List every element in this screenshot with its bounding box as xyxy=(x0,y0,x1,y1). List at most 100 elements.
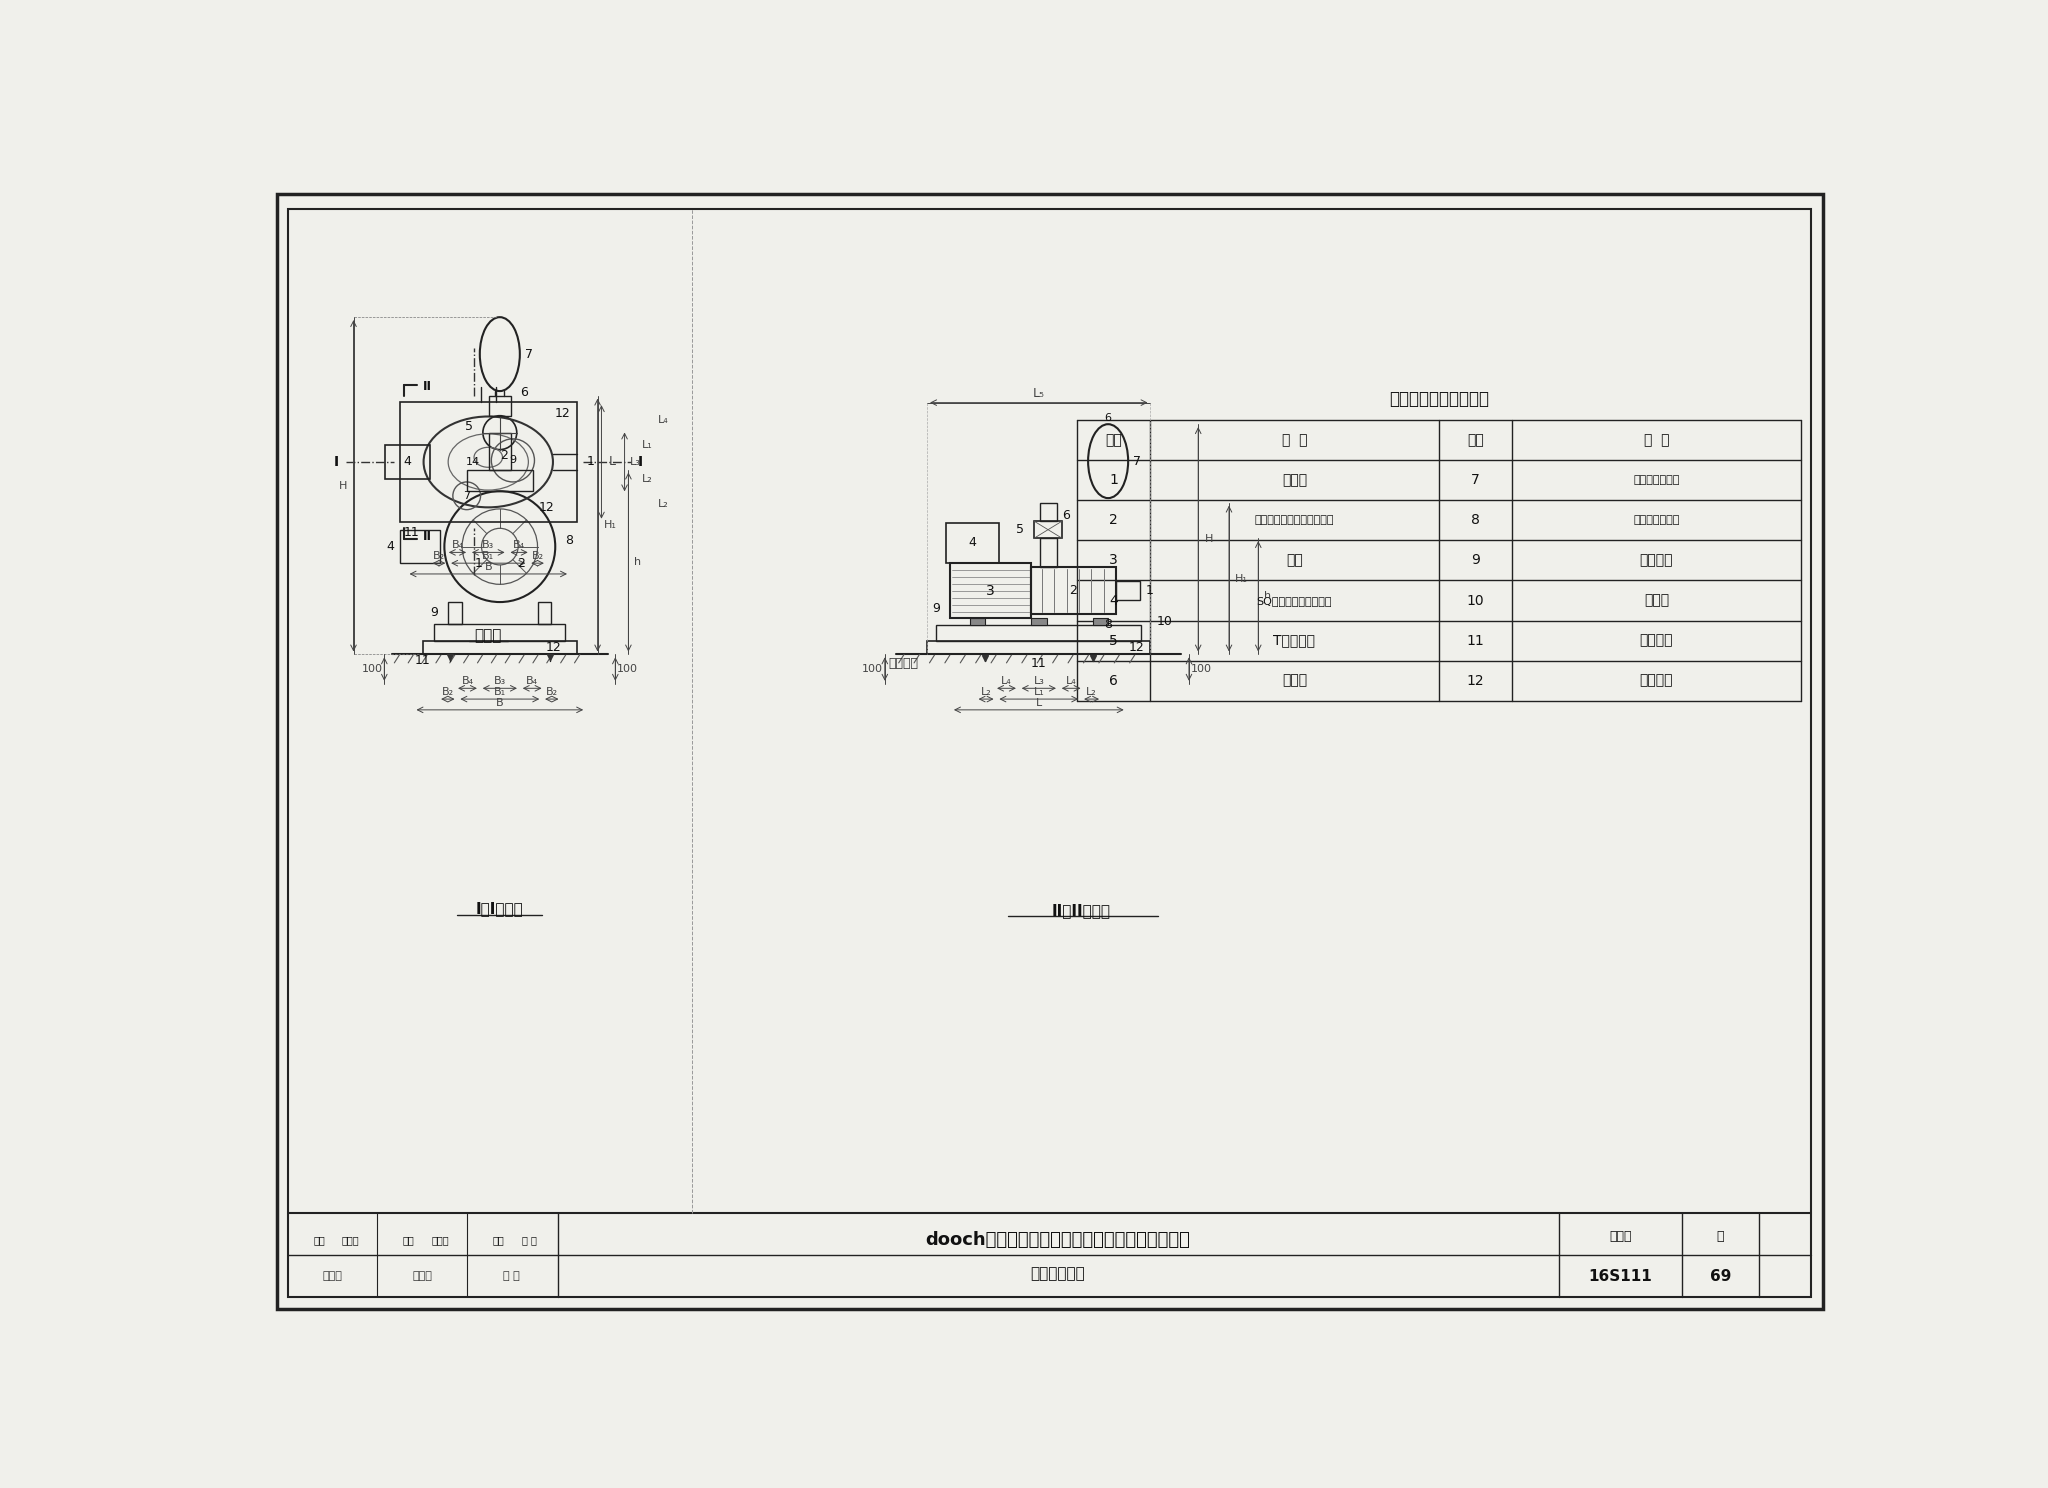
Text: L₅: L₅ xyxy=(1032,387,1044,400)
Text: L₂: L₂ xyxy=(981,687,991,698)
Text: L₂: L₂ xyxy=(657,500,668,509)
Text: 膨胀螺栓: 膨胀螺栓 xyxy=(1640,634,1673,647)
Text: 校对: 校对 xyxy=(403,1235,414,1245)
Text: 7: 7 xyxy=(1470,473,1481,488)
Bar xyxy=(399,402,578,522)
Text: 4: 4 xyxy=(1110,594,1118,607)
Text: 2: 2 xyxy=(1110,513,1118,527)
Text: II: II xyxy=(422,381,432,393)
Text: B₃: B₃ xyxy=(494,677,506,686)
Text: 设备底座: 设备底座 xyxy=(1640,554,1673,567)
Bar xyxy=(489,433,510,470)
Text: L: L xyxy=(1036,698,1042,708)
Bar xyxy=(950,562,1030,618)
Text: 吴 敏: 吴 敏 xyxy=(504,1271,520,1281)
Text: 2: 2 xyxy=(500,449,508,463)
Text: 3: 3 xyxy=(987,583,995,598)
Text: B: B xyxy=(496,698,504,708)
Text: B₄: B₄ xyxy=(512,540,524,551)
Text: 出水口: 出水口 xyxy=(1282,674,1307,687)
Text: H₁: H₁ xyxy=(604,521,616,530)
Bar xyxy=(1094,618,1108,625)
Bar xyxy=(936,625,1141,640)
Text: 100: 100 xyxy=(362,664,383,674)
Text: 2: 2 xyxy=(518,557,526,570)
Text: 100: 100 xyxy=(1190,664,1212,674)
Text: 罗定元: 罗定元 xyxy=(324,1271,342,1281)
Text: 1: 1 xyxy=(1110,473,1118,488)
Text: 电机: 电机 xyxy=(1286,554,1303,567)
Text: L₃: L₃ xyxy=(631,457,641,467)
Text: 4: 4 xyxy=(969,536,977,549)
Text: 吴海林: 吴海林 xyxy=(412,1271,432,1281)
Bar xyxy=(537,603,551,623)
Text: 吴海林: 吴海林 xyxy=(430,1235,449,1245)
Text: II: II xyxy=(422,531,432,543)
Text: H: H xyxy=(338,481,346,491)
Text: 泵房地面: 泵房地面 xyxy=(889,658,918,670)
Text: 11: 11 xyxy=(403,525,420,539)
Text: 7: 7 xyxy=(1133,455,1141,467)
Text: 14: 14 xyxy=(465,457,479,467)
Text: 9: 9 xyxy=(430,606,438,619)
Text: 名  称: 名 称 xyxy=(1645,433,1669,448)
Text: 出水压力传感器: 出水压力传感器 xyxy=(1632,515,1679,525)
Text: 8: 8 xyxy=(1104,618,1112,631)
Text: 编号: 编号 xyxy=(1466,433,1485,448)
Text: h: h xyxy=(635,557,641,567)
Text: 12: 12 xyxy=(547,641,561,655)
Text: 12: 12 xyxy=(1128,641,1145,655)
Text: 页: 页 xyxy=(1716,1231,1724,1242)
Text: 69: 69 xyxy=(1710,1269,1731,1284)
Text: 11: 11 xyxy=(416,655,430,667)
Text: L₂: L₂ xyxy=(1085,687,1098,698)
Bar xyxy=(489,396,510,415)
Text: B₂: B₂ xyxy=(545,687,557,698)
Text: L₃: L₃ xyxy=(1034,677,1044,686)
Text: H: H xyxy=(1204,534,1212,545)
Text: 1: 1 xyxy=(586,455,594,469)
Bar xyxy=(1040,503,1057,521)
Text: B: B xyxy=(485,562,492,571)
Text: 7: 7 xyxy=(463,491,471,501)
Text: 4: 4 xyxy=(403,455,412,469)
Text: L₁: L₁ xyxy=(643,440,653,449)
Text: B₄: B₄ xyxy=(461,677,473,686)
Text: 6: 6 xyxy=(520,385,528,399)
Text: 6: 6 xyxy=(1061,509,1069,522)
Text: 16S111: 16S111 xyxy=(1589,1269,1653,1284)
Text: 8: 8 xyxy=(1470,513,1481,527)
Text: 2: 2 xyxy=(1069,583,1077,597)
Text: I－I剖视图: I－I剖视图 xyxy=(475,902,524,917)
Text: 隔振垫: 隔振垫 xyxy=(1645,594,1669,607)
Text: 设计: 设计 xyxy=(492,1235,504,1245)
Text: 3: 3 xyxy=(1110,554,1118,567)
Text: SQ数字集成变频控制器: SQ数字集成变频控制器 xyxy=(1257,595,1331,606)
Text: 9: 9 xyxy=(1470,554,1481,567)
Text: T型止回阀: T型止回阀 xyxy=(1274,634,1315,647)
Text: 100: 100 xyxy=(616,664,639,674)
Text: dooch系列微型全变频恒压供水设备外形及安装图: dooch系列微型全变频恒压供水设备外形及安装图 xyxy=(926,1231,1190,1248)
Bar xyxy=(434,623,565,640)
Text: B₂: B₂ xyxy=(532,551,543,561)
Bar xyxy=(1030,567,1116,613)
Text: 12: 12 xyxy=(555,406,571,420)
Text: 10: 10 xyxy=(1157,615,1171,628)
Bar xyxy=(385,445,430,479)
Text: （家用单泵）: （家用单泵） xyxy=(1030,1266,1085,1281)
Text: B₄: B₄ xyxy=(526,677,539,686)
Text: 10: 10 xyxy=(1466,594,1485,607)
Text: 1: 1 xyxy=(1145,583,1153,597)
Text: 卧式微型不锈钢多级离心泵: 卧式微型不锈钢多级离心泵 xyxy=(1255,515,1333,525)
Text: 100: 100 xyxy=(862,664,883,674)
Bar xyxy=(467,470,532,491)
Text: II－II剖视图: II－II剖视图 xyxy=(1053,903,1110,918)
Text: I: I xyxy=(334,455,340,469)
Text: 吸水口: 吸水口 xyxy=(1282,473,1307,488)
Text: L₂: L₂ xyxy=(643,473,653,484)
Text: 胶囊式气压水罐: 胶囊式气压水罐 xyxy=(1632,475,1679,485)
Text: 8: 8 xyxy=(565,534,573,548)
Bar xyxy=(422,640,578,655)
Text: H₁: H₁ xyxy=(1235,573,1247,583)
Bar xyxy=(1030,618,1047,625)
